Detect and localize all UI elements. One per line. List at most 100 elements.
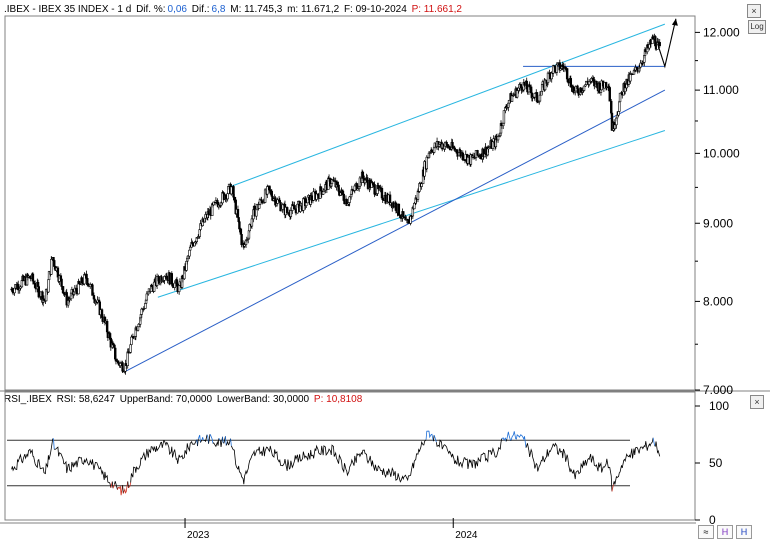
candle-body: [502, 110, 506, 124]
rsi-line-segment: [208, 434, 211, 444]
candle-body: [47, 271, 51, 281]
rsi-line-segment: [127, 481, 129, 488]
candle-body: [126, 351, 129, 366]
tool-h-button-1[interactable]: H: [717, 525, 733, 539]
candle-body: [430, 149, 434, 153]
rsi-p-value: P: 10,8108: [313, 394, 363, 405]
candle-body: [497, 135, 501, 137]
candle-body: [469, 154, 473, 165]
candle-body: [482, 148, 485, 158]
candle-body: [564, 66, 567, 69]
candle-body: [226, 193, 229, 200]
candle-body: [212, 201, 215, 206]
price-tick-label: 7.000: [703, 383, 733, 397]
rsi-line-segment: [652, 437, 655, 446]
rsi-line-segment: [201, 437, 204, 441]
max-label: M: 11.745,3: [230, 4, 283, 15]
rsi-line-segment: [525, 442, 613, 492]
price-tick-label: 9.000: [703, 216, 733, 230]
candle-body: [515, 90, 519, 98]
candle-body: [114, 358, 118, 362]
candle-body: [230, 186, 233, 195]
rsi-line-segment: [222, 436, 224, 444]
rsi-close-button[interactable]: ×: [750, 395, 764, 409]
rsi-line-segment: [230, 438, 232, 446]
rsi-line-segment: [52, 438, 55, 450]
candle-body: [266, 186, 269, 195]
channel-line: [125, 89, 666, 372]
candle-body: [37, 286, 41, 298]
candle-body: [402, 211, 405, 218]
candle-body: [44, 289, 48, 302]
close-panel-button[interactable]: ×: [747, 4, 761, 18]
tool-wave-button[interactable]: ≈: [698, 525, 714, 539]
log-scale-button[interactable]: Log: [748, 20, 766, 34]
date-label: F: 09-10-2024: [343, 4, 407, 15]
candle-body: [42, 298, 46, 301]
projection-arrowhead: [671, 18, 678, 26]
x-tick-label: 2023: [187, 530, 210, 541]
candle-body: [276, 199, 279, 204]
candle-body: [152, 281, 156, 292]
candle-body: [186, 255, 190, 259]
price-tick-label: 12.000: [703, 25, 740, 39]
rsi-line-segment: [112, 484, 115, 489]
candle-body: [397, 203, 401, 216]
candle-body: [197, 236, 200, 238]
candle-body: [269, 189, 272, 192]
dif-label: Dif.:: [191, 4, 210, 15]
candle-body: [236, 209, 240, 218]
candle-body: [305, 202, 308, 206]
candle-body: [510, 95, 514, 102]
rsi-line-segment: [435, 438, 503, 470]
rsi-line-segment: [611, 484, 614, 492]
rsi-line-segment: [212, 438, 220, 448]
candle-body: [639, 62, 642, 68]
candle-body: [59, 275, 63, 280]
candle-body: [579, 87, 583, 93]
candle-body: [641, 61, 645, 64]
candle-body: [528, 84, 531, 88]
candle-body: [173, 282, 176, 288]
candle-body: [615, 114, 619, 119]
price-label: P: 11.661,2: [411, 4, 462, 15]
x-tick-label: 2024: [455, 530, 478, 541]
rsi-tick-label: 50: [709, 456, 723, 470]
candle-body: [86, 278, 89, 286]
rsi-line-segment: [200, 439, 203, 443]
candle-body: [487, 147, 490, 150]
channel-line: [228, 23, 666, 188]
candle-body: [170, 273, 174, 285]
candle-body: [629, 74, 632, 82]
rsi-line-segment: [654, 441, 661, 457]
candle-body: [543, 79, 547, 91]
tool-h-button-2[interactable]: H: [736, 525, 752, 539]
candle-body: [194, 241, 197, 244]
candle-body: [461, 152, 464, 161]
candle-body: [538, 94, 542, 102]
min-label: m: 11.671,2: [287, 4, 340, 15]
rsi-line-segment: [510, 439, 512, 441]
candle-body: [65, 292, 68, 306]
candle-body: [507, 99, 511, 104]
candle-body: [171, 283, 174, 287]
rsi-line-segment: [54, 446, 112, 488]
candle-body: [233, 196, 236, 201]
candle-body: [20, 280, 24, 288]
candle-body: [353, 185, 356, 191]
candle-body: [572, 86, 575, 94]
candle-body: [587, 80, 591, 85]
rsi-line-segment: [225, 438, 231, 446]
candle-body: [321, 191, 325, 195]
candle-body: [258, 199, 262, 205]
candle-body: [595, 80, 598, 85]
rsi-line-segment: [128, 482, 132, 489]
candle-body: [418, 183, 421, 192]
candle-body: [279, 202, 282, 212]
dif-pct-value: 0,06: [167, 4, 187, 15]
rsi-line-segment: [433, 435, 437, 443]
candle-body: [310, 195, 313, 201]
rsi-line-segment: [501, 437, 507, 442]
